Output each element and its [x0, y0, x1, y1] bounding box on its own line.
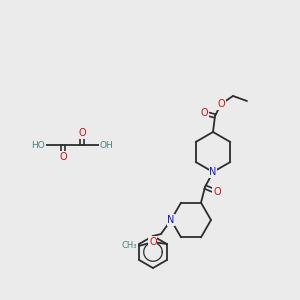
Text: N: N	[209, 167, 217, 177]
Text: O: O	[59, 152, 67, 162]
Text: N: N	[167, 215, 175, 225]
Text: O: O	[213, 187, 221, 197]
Text: OH: OH	[100, 140, 114, 149]
Text: HO: HO	[31, 140, 45, 149]
Text: O: O	[200, 108, 208, 118]
Text: O: O	[149, 237, 157, 247]
Text: O: O	[78, 128, 86, 138]
Text: O: O	[217, 99, 225, 109]
Text: CH₃: CH₃	[122, 242, 137, 250]
